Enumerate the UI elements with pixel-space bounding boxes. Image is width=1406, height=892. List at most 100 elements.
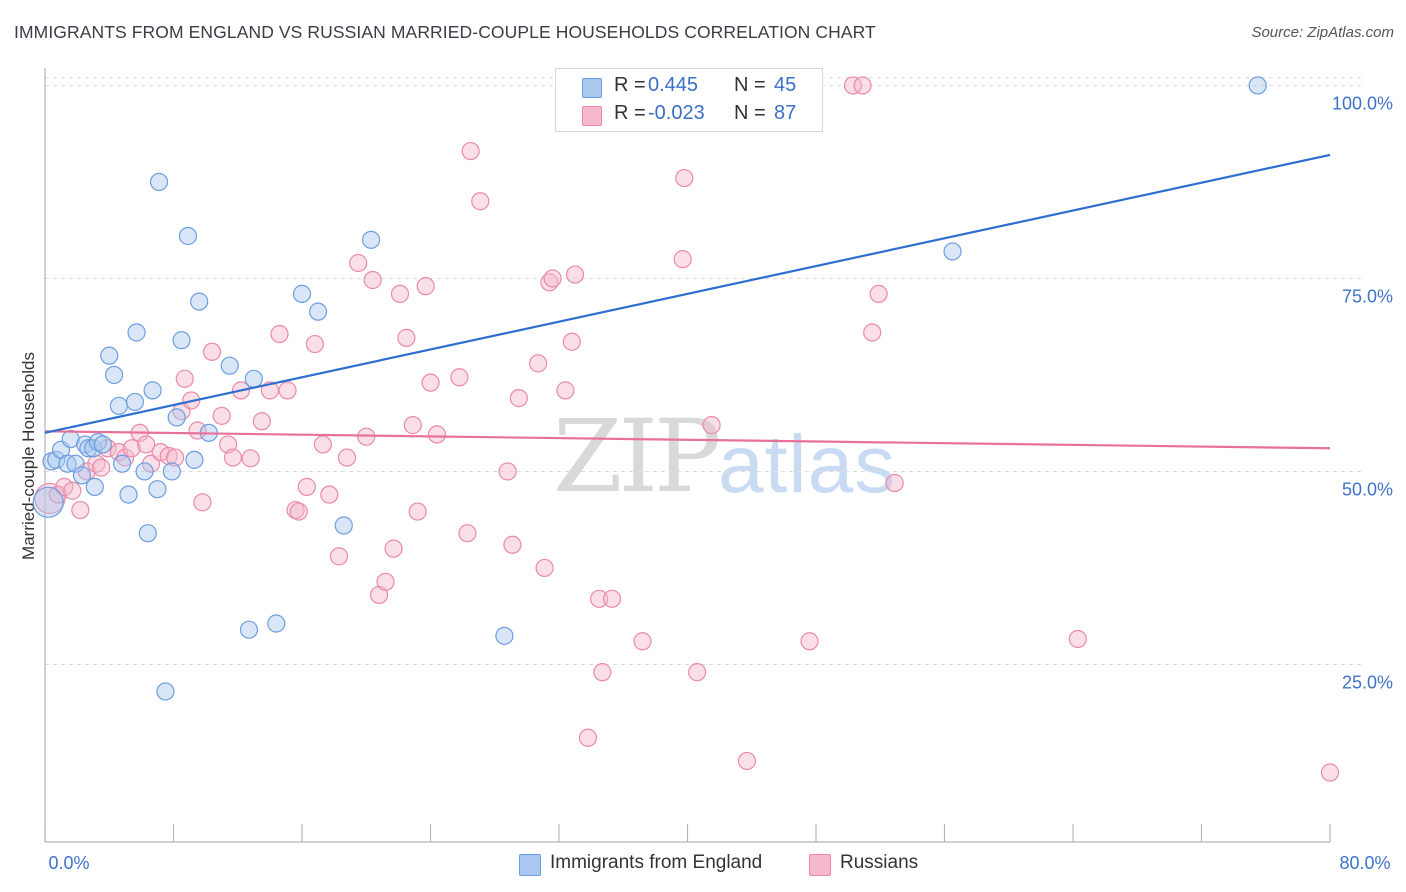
data-point-england [495, 626, 514, 645]
data-point-russians [675, 168, 694, 188]
legend-row-russians: R = -0.023 N = 87 [556, 100, 822, 128]
data-point-russians [529, 354, 548, 373]
legend-r-label: R = [614, 74, 646, 96]
data-point-england [178, 226, 198, 246]
data-point-russians [337, 448, 357, 467]
data-point-russians [397, 328, 416, 347]
data-point-russians [556, 381, 575, 400]
data-point-england [127, 323, 146, 342]
source-label: Source: ZipAtlas.com [1251, 24, 1394, 41]
data-point-russians [843, 76, 863, 95]
data-point-russians [421, 373, 440, 392]
data-point-russians [590, 589, 609, 608]
data-point-england [93, 435, 112, 454]
data-point-russians [737, 751, 757, 771]
data-point-russians [408, 502, 427, 521]
data-point-russians [92, 458, 111, 477]
legend-swatch-england [582, 78, 602, 98]
data-point-england [100, 346, 119, 365]
data-point-russians [212, 406, 231, 425]
data-point-england [148, 480, 167, 499]
legend-n-value-russians: 87 [774, 102, 797, 124]
data-point-russians [175, 369, 194, 388]
y-tick-label: 100.0% [1332, 93, 1393, 113]
data-point-england [85, 477, 104, 496]
data-point-russians [535, 558, 554, 578]
data-point-russians [565, 265, 585, 284]
data-point-russians [241, 449, 260, 468]
data-point-england [119, 485, 138, 504]
data-point-russians [297, 477, 316, 496]
data-point-england [88, 433, 108, 452]
y-tick-label: 50.0% [1342, 479, 1393, 499]
watermark-atlas: atlas [718, 419, 897, 510]
data-point-russians [202, 342, 222, 361]
data-point-russians [329, 547, 349, 566]
data-point-england [1248, 76, 1267, 95]
data-point-russians [122, 439, 141, 458]
data-point-england [156, 682, 175, 701]
data-point-england [943, 242, 962, 261]
watermark-zip: ZIP [553, 398, 721, 515]
data-point-russians [1068, 629, 1087, 649]
data-point-russians [450, 368, 469, 387]
data-point-russians [137, 435, 156, 454]
data-point-russians [800, 632, 819, 651]
data-point-russians [863, 323, 882, 342]
data-point-russians [1320, 763, 1340, 782]
data-point-england [79, 439, 98, 458]
data-point-russians [688, 663, 707, 682]
data-point-russians [166, 448, 185, 467]
data-point-russians [349, 253, 368, 273]
data-point-england [135, 462, 154, 481]
y-axis-label: Married-couple Households [19, 352, 38, 560]
data-point-russians [289, 502, 308, 521]
data-point-russians [252, 412, 271, 431]
data-point-russians [416, 277, 435, 296]
series-legend: Immigrants from England Russians [0, 852, 1406, 878]
data-point-england [244, 369, 263, 388]
data-point-england [292, 284, 312, 303]
data-point-russians [270, 324, 289, 344]
data-point-russians [384, 539, 403, 558]
data-point-england [143, 381, 162, 400]
series-swatch-england [519, 854, 541, 876]
data-point-russians [503, 535, 522, 554]
data-point-england [112, 454, 132, 473]
data-point-england [172, 331, 191, 350]
chart-title: IMMIGRANTS FROM ENGLAND VS RUSSIAN MARRI… [14, 22, 876, 42]
data-point-russians [509, 389, 528, 408]
data-point-england [47, 450, 66, 469]
data-point-russians [593, 663, 612, 682]
legend-r-value-england: 0.445 [648, 74, 699, 96]
data-point-england [162, 462, 181, 481]
data-point-england [125, 392, 145, 412]
data-point-russians [673, 250, 692, 269]
data-point-russians [278, 381, 297, 400]
data-point-russians [543, 269, 562, 288]
legend-r-value-russians: -0.023 [648, 102, 705, 124]
data-point-england [190, 292, 209, 311]
data-point-england [167, 408, 186, 427]
data-point-russians [193, 493, 212, 512]
series-label-russians: Russians [840, 852, 919, 873]
data-point-russians [578, 728, 598, 747]
x-tick-label: 80.0% [1339, 853, 1390, 873]
data-point-russians [363, 270, 382, 290]
data-point-england [66, 454, 85, 473]
data-point-russians [390, 284, 410, 303]
data-point-russians [869, 284, 888, 303]
data-point-england [109, 396, 128, 415]
data-point-russians [458, 524, 477, 543]
data-point-russians [498, 462, 517, 481]
data-point-russians [853, 76, 872, 95]
y-tick-label: 25.0% [1342, 672, 1393, 692]
data-point-russians [471, 192, 490, 211]
correlation-legend: R = 0.445 N = 45 R = -0.023 N = 87 [555, 68, 823, 132]
data-point-russians [427, 425, 447, 444]
legend-n-label: N = [734, 74, 766, 96]
data-point-russians [403, 416, 422, 435]
data-point-russians [461, 141, 480, 161]
data-point-russians [313, 435, 332, 454]
